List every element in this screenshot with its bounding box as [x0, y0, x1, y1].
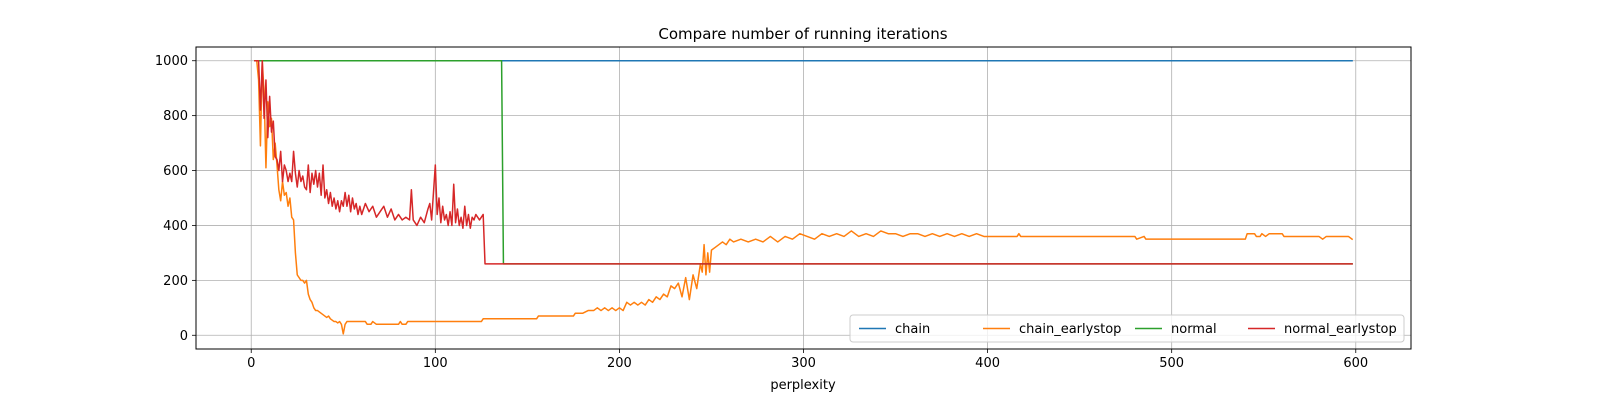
x-tick-label: 500 [1159, 356, 1184, 371]
y-tick-label: 800 [163, 109, 188, 124]
legend-label-normal-earlystop: normal_earlystop [1284, 322, 1397, 337]
chart-title: Compare number of running iterations [658, 25, 947, 43]
y-tick-label: 1000 [155, 54, 188, 69]
series-line-chain-earlystop [254, 59, 1354, 335]
y-tick-label: 600 [163, 164, 188, 179]
legend-label-chain: chain [895, 322, 930, 337]
x-tick-label: 200 [607, 356, 632, 371]
series-lines [254, 59, 1354, 335]
y-tick-label: 0 [180, 329, 188, 344]
axis-ticks: 0 100 200 300 400 500 600 0 200 400 600 800 1000 [155, 54, 1368, 371]
legend-box [849, 314, 1405, 343]
x-axis-label: perplexity [770, 378, 836, 393]
grid [196, 47, 1411, 349]
y-tick-label: 400 [163, 219, 188, 234]
x-tick-label: 100 [423, 356, 448, 371]
series-line-normal-earlystop [254, 59, 1353, 265]
legend-label-chain-earlystop: chain_earlystop [1019, 322, 1121, 337]
x-tick-label: 300 [791, 356, 816, 371]
legend-label-normal: normal [1171, 322, 1217, 337]
x-tick-label: 400 [975, 356, 1000, 371]
x-tick-label: 0 [247, 356, 255, 371]
y-tick-label: 200 [163, 274, 188, 289]
x-tick-label: 600 [1343, 356, 1368, 371]
legend: chain chain_earlystop normal normal_earlyst… [849, 314, 1405, 343]
